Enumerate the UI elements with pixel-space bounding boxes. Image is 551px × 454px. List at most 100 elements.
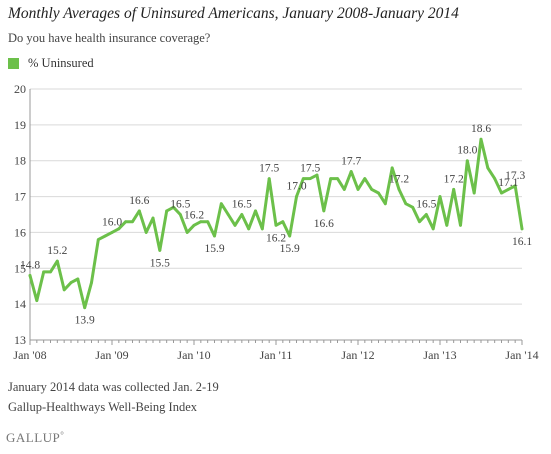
y-tick-label: 19 (14, 118, 26, 132)
data-point (49, 270, 52, 274)
data-point (178, 213, 182, 216)
chart-title: Monthly Averages of Uninsured Americans,… (8, 5, 459, 22)
data-label: 18.0 (457, 145, 477, 157)
data-point (315, 173, 319, 177)
data-label: 16.5 (416, 199, 436, 211)
data-point (240, 213, 244, 216)
data-point (295, 195, 298, 198)
brand-mark: ° (60, 430, 65, 440)
data-point (254, 209, 257, 213)
data-label: 15.9 (280, 243, 300, 255)
y-tick-label: 16 (14, 225, 26, 239)
data-point (267, 177, 271, 181)
data-point (199, 220, 203, 224)
data-point (96, 238, 100, 242)
x-tick-label: Jan '11 (260, 348, 293, 362)
data-point (342, 188, 346, 191)
data-point (281, 220, 285, 224)
data-point (233, 223, 237, 227)
data-label: 18.6 (471, 123, 491, 135)
data-point (445, 223, 449, 227)
data-point (363, 177, 367, 181)
data-label: 17.7 (341, 155, 361, 167)
data-point (274, 223, 278, 227)
data-point (520, 227, 524, 231)
data-point (465, 159, 469, 163)
footnote-data-collection: January 2014 data was collected Jan. 2-1… (8, 380, 219, 394)
data-label: 16.2 (184, 209, 204, 221)
y-tick-label: 18 (14, 154, 26, 168)
data-point (438, 195, 442, 198)
y-tick-label: 17 (14, 190, 26, 204)
data-label: 16.1 (512, 236, 532, 248)
y-tick-label: 13 (14, 333, 26, 347)
data-point (459, 223, 462, 227)
data-point (192, 223, 196, 227)
data-point (213, 234, 216, 238)
data-label: 17.2 (389, 173, 409, 185)
data-point (308, 177, 312, 181)
data-point (28, 274, 32, 277)
data-label: 17.5 (300, 163, 320, 175)
data-point (301, 177, 305, 181)
data-point (185, 231, 189, 234)
data-point (103, 234, 107, 238)
data-label: 16.6 (314, 218, 334, 230)
data-point (329, 177, 333, 181)
data-point (336, 177, 339, 181)
data-point (411, 205, 415, 209)
data-point (35, 299, 39, 302)
data-point (69, 281, 73, 285)
data-point (404, 202, 408, 206)
data-label: 13.9 (75, 315, 95, 327)
x-tick-label: Jan '09 (95, 348, 128, 362)
data-point (322, 209, 326, 213)
data-label: 16.6 (129, 195, 149, 207)
data-point (500, 191, 503, 195)
data-point (370, 188, 374, 191)
data-point (83, 306, 87, 310)
data-label: 16.5 (170, 199, 190, 211)
data-point (349, 170, 353, 173)
x-tick-label: Jan '08 (13, 348, 46, 362)
x-tick-label: Jan '13 (423, 348, 456, 362)
chart-subtitle: Do you have health insurance coverage? (8, 31, 211, 45)
data-label: 14.8 (20, 259, 40, 271)
data-point (151, 216, 155, 220)
data-label: 15.2 (47, 245, 67, 257)
data-point (219, 202, 223, 206)
data-point (472, 191, 476, 195)
data-point (206, 220, 210, 224)
data-label: 16.0 (102, 216, 122, 228)
data-point (247, 227, 251, 231)
gridlines (29, 88, 523, 345)
legend: % Uninsured (8, 56, 94, 71)
data-point (117, 227, 121, 231)
data-point (55, 259, 59, 263)
y-tick-label: 20 (14, 82, 26, 96)
data-point (486, 166, 490, 170)
data-label: 17.3 (505, 170, 525, 182)
y-tick-label: 15 (14, 261, 26, 275)
data-point (260, 227, 264, 231)
x-axis-tick-labels: Jan '08 Jan '09 Jan '10 Jan '11 Jan '12 Jan '… (13, 348, 538, 362)
data-label: 17.1 (498, 177, 518, 189)
series-uninsured (28, 137, 524, 310)
x-tick-label: Jan '12 (341, 348, 374, 362)
data-label: 15.5 (150, 257, 170, 269)
data-point (288, 234, 292, 238)
data-label: 17.5 (259, 163, 279, 175)
legend-label: % Uninsured (28, 56, 94, 70)
x-tick-label: Jan '14 (505, 348, 538, 362)
data-point (172, 205, 175, 209)
data-point (479, 137, 483, 141)
data-point (76, 277, 80, 281)
data-label: 17.0 (286, 181, 306, 193)
data-point (506, 188, 510, 191)
data-point (131, 220, 134, 224)
data-point (356, 188, 360, 191)
data-label: 16.2 (266, 232, 286, 244)
data-point (424, 213, 428, 216)
data-point (383, 202, 387, 206)
